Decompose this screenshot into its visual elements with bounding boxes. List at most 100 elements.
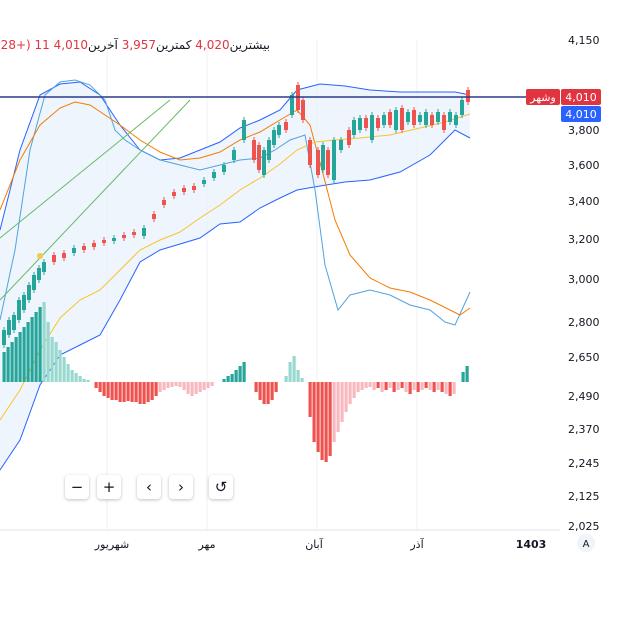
candle-down <box>412 110 416 125</box>
time-label: آبان <box>305 537 323 551</box>
histogram-bar-down <box>312 382 316 442</box>
candle-down <box>52 255 56 262</box>
histogram-bar-up <box>6 347 10 382</box>
price-tick-label: 3,600 <box>568 159 600 172</box>
histogram-bar-up <box>288 362 292 382</box>
trend-line-1 <box>0 99 171 239</box>
scroll-right-button[interactable]: › <box>169 475 193 499</box>
histogram-bar-down <box>416 382 420 392</box>
last-label: آخرین <box>88 38 118 52</box>
last-price-tag-bg <box>561 106 601 122</box>
histogram-bar-up <box>46 322 50 382</box>
histogram-bar-up <box>82 379 86 382</box>
candle-up <box>370 115 374 140</box>
trend-line-2 <box>0 99 191 301</box>
histogram-bar-down <box>198 382 202 392</box>
histogram-bar-down <box>372 382 376 390</box>
histogram-bar-up <box>238 366 242 382</box>
histogram-bar-up <box>461 372 465 382</box>
histogram-bar-down <box>170 382 174 387</box>
histogram-bar-down <box>210 382 214 386</box>
candle-up <box>267 140 271 160</box>
price-tick-label-partial: 4,150 <box>568 34 600 47</box>
candle-down <box>284 122 288 130</box>
low-value: 3,957 <box>121 38 157 52</box>
histogram-bar-down <box>384 382 388 390</box>
histogram-bar-down <box>324 382 328 462</box>
histogram-bar-up <box>38 307 42 382</box>
candle-down <box>400 108 404 130</box>
candle-down <box>172 192 176 196</box>
histogram-bar-up <box>14 337 18 382</box>
candle-down <box>466 90 470 102</box>
histogram-bar-down <box>150 382 154 400</box>
histogram-bar-down <box>428 382 432 390</box>
candle-down <box>388 112 392 125</box>
histogram-bar-down <box>142 382 146 404</box>
symbol-price-tag-bg <box>561 89 601 105</box>
symbol-tag-label: وشهر <box>529 91 556 104</box>
lower-tick-label: 2,025 <box>568 520 600 533</box>
histogram-bar-down <box>336 382 340 432</box>
histogram-bar-down <box>364 382 368 388</box>
histogram-bar-down <box>270 382 274 400</box>
last-value: 4,010 <box>53 38 88 52</box>
histogram-bar-up <box>230 374 234 382</box>
bollinger-lower-line <box>0 129 471 471</box>
histogram-bar-down <box>424 382 428 388</box>
candle-up <box>17 300 21 320</box>
candle-up <box>202 180 206 184</box>
candle-up <box>232 150 236 160</box>
price-tags: وشهر 4,010 4,010 <box>0 89 601 122</box>
histogram-bar-down <box>122 382 126 402</box>
zoom-out-button[interactable]: − <box>65 475 89 499</box>
histogram-bar-down <box>162 382 166 390</box>
candle-down <box>442 115 446 130</box>
candle-up <box>448 112 452 122</box>
histogram-bar-down <box>106 382 110 398</box>
histogram-bar-down <box>146 382 150 402</box>
histogram-bar-down <box>392 382 396 392</box>
candle-up <box>332 140 336 180</box>
candle-down <box>152 214 156 219</box>
corner-badge-label: A <box>583 539 590 550</box>
lower-tick-label: 2,125 <box>568 490 600 503</box>
candle-up <box>424 112 428 125</box>
histogram-bar-down <box>348 382 352 404</box>
zoom-in-button[interactable]: + <box>97 475 121 499</box>
candle-up <box>358 118 362 130</box>
candle-down <box>162 200 166 205</box>
histogram-bar-down <box>444 382 448 394</box>
histogram-bar-down <box>352 382 356 398</box>
candle-up <box>212 172 216 178</box>
histogram-bar-up <box>222 379 226 382</box>
candle-down <box>102 240 106 243</box>
histogram-bar-down <box>356 382 360 392</box>
candles <box>2 82 470 348</box>
reset-chart-button[interactable]: ↺ <box>209 475 233 499</box>
candle-down <box>308 140 312 165</box>
histogram-bar-up <box>22 327 26 382</box>
corner-badge <box>577 534 595 552</box>
histogram-bar-down <box>254 382 258 392</box>
histogram-bar-down <box>138 382 142 404</box>
histogram-bar-down <box>110 382 114 400</box>
candle-down <box>182 188 186 192</box>
histogram-bar-up <box>34 312 38 382</box>
candle-down <box>62 253 66 258</box>
scroll-left-button[interactable]: ‹ <box>137 475 161 499</box>
histogram-bar-down <box>94 382 98 388</box>
candle-up <box>321 145 325 170</box>
lower-tick-label: 2,650 <box>568 351 600 364</box>
histogram-bar-down <box>262 382 266 404</box>
open-label: بیشترین <box>229 38 270 52</box>
histogram-bar-up <box>284 376 288 382</box>
histogram-bar-down <box>114 382 118 400</box>
candle-down <box>132 232 136 235</box>
histogram-bar-up <box>70 370 74 382</box>
histogram-bar-down <box>134 382 138 402</box>
histogram-bar-down <box>182 382 186 390</box>
histogram-bar-down <box>320 382 324 460</box>
candle-down <box>347 130 351 145</box>
